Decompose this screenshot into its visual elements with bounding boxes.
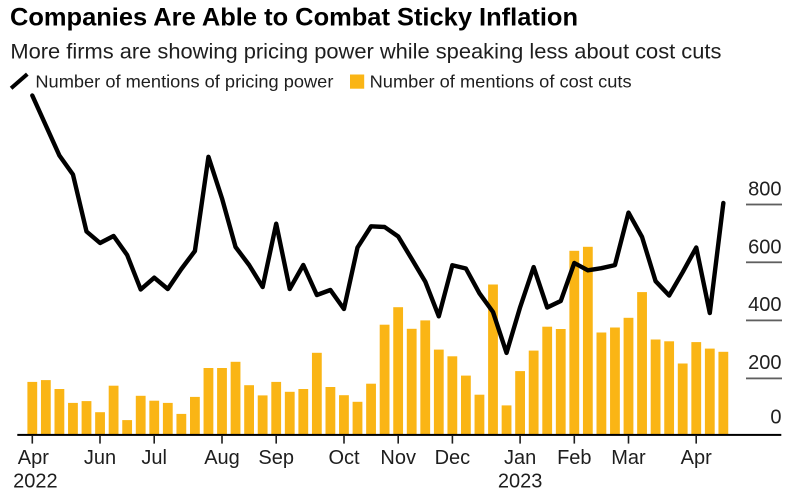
svg-text:600: 600 — [748, 236, 781, 258]
svg-text:Oct: Oct — [328, 447, 360, 469]
svg-text:Jan: Jan — [504, 447, 536, 469]
svg-text:Jul: Jul — [141, 447, 167, 469]
svg-text:2022: 2022 — [13, 471, 58, 493]
svg-text:800: 800 — [748, 179, 781, 201]
svg-text:2023: 2023 — [498, 471, 543, 493]
svg-text:Nov: Nov — [380, 447, 416, 469]
svg-text:Apr: Apr — [18, 447, 49, 469]
svg-text:Number of mentions of pricing: Number of mentions of pricing power — [35, 71, 333, 91]
svg-text:Feb: Feb — [557, 447, 591, 469]
svg-text:Jun: Jun — [84, 447, 116, 469]
svg-text:More firms are showing pricing: More firms are showing pricing power whi… — [10, 40, 721, 63]
svg-text:Apr: Apr — [681, 447, 712, 469]
svg-text:Companies Are Able to Combat S: Companies Are Able to Combat Sticky Infl… — [10, 4, 578, 32]
svg-text:Sep: Sep — [258, 447, 294, 469]
svg-text:200: 200 — [748, 352, 781, 374]
svg-text:Number of mentions of cost cut: Number of mentions of cost cuts — [370, 71, 632, 91]
svg-text:400: 400 — [748, 294, 781, 316]
svg-text:Mar: Mar — [611, 447, 646, 469]
svg-text:0: 0 — [770, 407, 781, 429]
svg-text:Aug: Aug — [204, 447, 240, 469]
svg-text:Dec: Dec — [435, 447, 471, 469]
